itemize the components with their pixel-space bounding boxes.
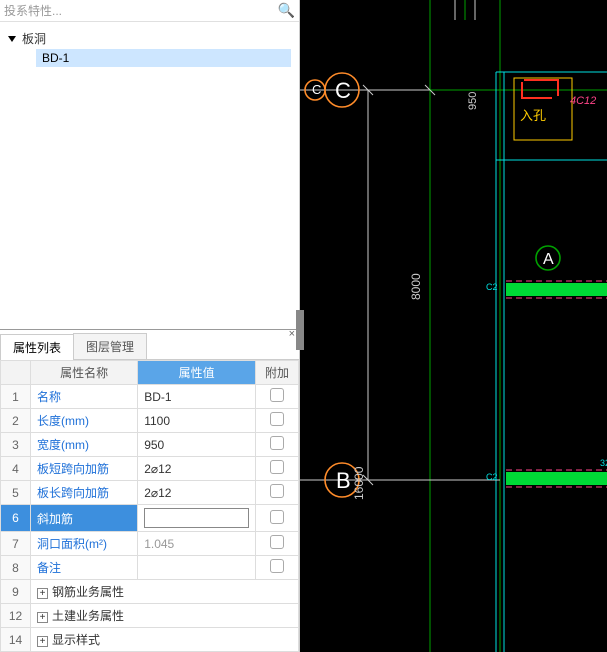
prop-name: 名称 (31, 385, 138, 409)
row-number: 14 (1, 628, 31, 652)
prop-extra[interactable] (256, 505, 299, 532)
checkbox[interactable] (270, 460, 284, 474)
checkbox[interactable] (270, 388, 284, 402)
row-number: 3 (1, 433, 31, 457)
table-row[interactable]: 5板长跨向加筋2⌀12 (1, 481, 299, 505)
prop-name: 板长跨向加筋 (31, 481, 138, 505)
table-row[interactable]: 14+显示样式 (1, 628, 299, 652)
search-icon[interactable]: 🔍 (278, 2, 295, 19)
prop-name[interactable]: +显示样式 (31, 628, 299, 652)
cad-viewport[interactable]: C2 C2 32 C C B A 950 8000 16000 入孔 4C12 (300, 0, 607, 652)
label-rebar: 4C12 (570, 95, 596, 107)
row-number: 5 (1, 481, 31, 505)
value-input[interactable] (144, 508, 249, 528)
property-tabs: 属性列表 图层管理 (0, 333, 299, 360)
svg-text:C2: C2 (486, 282, 498, 292)
col-rownum (1, 361, 31, 385)
table-row[interactable]: 6斜加筋 (1, 505, 299, 532)
dim-950: 950 (467, 92, 479, 110)
prop-value[interactable]: 2⌀12 (138, 457, 256, 481)
row-number: 2 (1, 409, 31, 433)
col-extra: 附加 (256, 361, 299, 385)
prop-name: 斜加筋 (31, 505, 138, 532)
splitter-grip[interactable] (296, 310, 304, 350)
checkbox[interactable] (270, 484, 284, 498)
prop-extra[interactable] (256, 457, 299, 481)
prop-extra[interactable] (256, 481, 299, 505)
prop-name: 宽度(mm) (31, 433, 138, 457)
col-name: 属性名称 (31, 361, 138, 385)
search-row: 投系特性... 🔍 (0, 0, 299, 22)
row-number: 1 (1, 385, 31, 409)
table-row[interactable]: 3宽度(mm)950 (1, 433, 299, 457)
col-value: 属性值 (138, 361, 256, 385)
grid-label-b: B (336, 468, 351, 493)
tree-root[interactable]: 板洞 (8, 28, 291, 49)
prop-value[interactable] (138, 556, 256, 580)
prop-name[interactable]: +土建业务属性 (31, 604, 299, 628)
search-placeholder[interactable]: 投系特性... (4, 2, 62, 19)
grid-label-a: A (543, 251, 554, 268)
prop-extra[interactable] (256, 532, 299, 556)
row-number: 8 (1, 556, 31, 580)
table-row[interactable]: 1名称BD-1 (1, 385, 299, 409)
checkbox[interactable] (270, 535, 284, 549)
tree-item-label: BD-1 (42, 51, 69, 65)
checkbox[interactable] (270, 559, 284, 573)
prop-name[interactable]: +钢筋业务属性 (31, 580, 299, 604)
prop-extra[interactable] (256, 385, 299, 409)
dim-16000: 16000 (352, 466, 366, 500)
grid-label-c1: C (312, 82, 321, 97)
row-number: 4 (1, 457, 31, 481)
table-row[interactable]: 7洞口面积(m²)1.045 (1, 532, 299, 556)
component-tree: 板洞 BD-1 (0, 22, 299, 329)
expand-icon[interactable]: + (37, 636, 48, 647)
dim-8000: 8000 (409, 273, 423, 300)
checkbox[interactable] (270, 510, 284, 524)
svg-text:32: 32 (600, 458, 607, 468)
prop-name: 板短跨向加筋 (31, 457, 138, 481)
tab-properties[interactable]: 属性列表 (0, 334, 74, 360)
tree-root-label: 板洞 (22, 30, 46, 47)
prop-value[interactable]: 1.045 (138, 532, 256, 556)
prop-value[interactable]: 950 (138, 433, 256, 457)
table-row[interactable]: 12+土建业务属性 (1, 604, 299, 628)
property-table: 属性名称 属性值 附加 1名称BD-12长度(mm)11003宽度(mm)950… (0, 360, 299, 652)
grid-label-c2: C (335, 78, 351, 103)
checkbox[interactable] (270, 412, 284, 426)
prop-name: 洞口面积(m²) (31, 532, 138, 556)
row-number: 9 (1, 580, 31, 604)
prop-extra[interactable] (256, 409, 299, 433)
svg-text:C2: C2 (486, 472, 498, 482)
cad-drawing: C2 C2 32 C C B A 950 8000 16000 入孔 4C12 (300, 0, 607, 652)
row-number: 6 (1, 505, 31, 532)
expand-icon[interactable]: + (37, 612, 48, 623)
table-row[interactable]: 9+钢筋业务属性 (1, 580, 299, 604)
table-row[interactable]: 4板短跨向加筋2⌀12 (1, 457, 299, 481)
prop-value[interactable]: 2⌀12 (138, 481, 256, 505)
label-opening: 入孔 (520, 108, 546, 123)
prop-value[interactable]: 1100 (138, 409, 256, 433)
checkbox[interactable] (270, 436, 284, 450)
prop-name: 长度(mm) (31, 409, 138, 433)
row-number: 7 (1, 532, 31, 556)
table-row[interactable]: 2长度(mm)1100 (1, 409, 299, 433)
left-panel: 投系特性... 🔍 板洞 BD-1 属性列表 图层管理 属性名称 属性值 附加 … (0, 0, 300, 652)
row-number: 12 (1, 604, 31, 628)
expand-icon[interactable]: + (37, 588, 48, 599)
prop-extra[interactable] (256, 556, 299, 580)
tree-item-bd1[interactable]: BD-1 (36, 49, 291, 67)
table-row[interactable]: 8备注 (1, 556, 299, 580)
prop-value[interactable]: BD-1 (138, 385, 256, 409)
prop-value[interactable] (138, 505, 256, 532)
prop-extra[interactable] (256, 433, 299, 457)
caret-down-icon (8, 36, 16, 42)
prop-name: 备注 (31, 556, 138, 580)
